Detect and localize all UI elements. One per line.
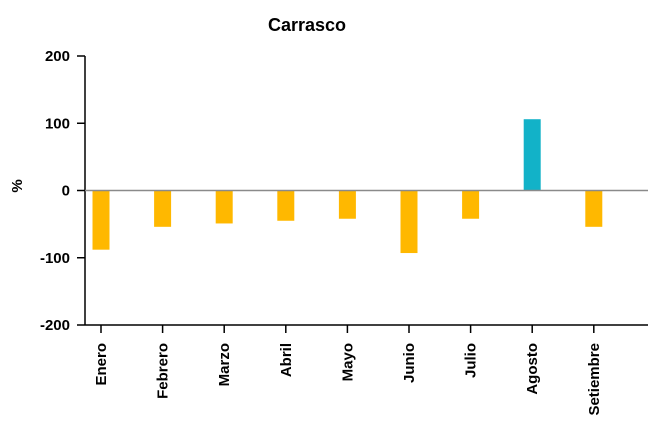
x-tick-label: Abril <box>278 343 295 377</box>
bar <box>92 190 110 250</box>
chart-title: Carrasco <box>268 15 346 35</box>
x-tick-label: Junio <box>401 343 418 383</box>
x-tick-label: Enero <box>93 343 110 386</box>
x-tick-label: Agosto <box>524 343 541 395</box>
bar <box>585 190 603 227</box>
bar <box>338 190 356 219</box>
y-tick-label: -200 <box>40 317 70 334</box>
bar <box>154 190 172 227</box>
y-axis-label: % <box>9 179 26 192</box>
y-tick-label: 100 <box>45 115 70 132</box>
y-tick-label: 200 <box>45 48 70 65</box>
bar <box>523 119 541 191</box>
bar <box>215 190 233 224</box>
x-tick-label: Febrero <box>155 343 172 399</box>
x-tick-label: Mayo <box>339 343 356 381</box>
x-tick-label: Setiembre <box>586 343 603 416</box>
bar <box>400 190 418 254</box>
x-tick-label: Marzo <box>216 343 233 386</box>
bar <box>277 190 295 221</box>
bars <box>92 119 603 254</box>
y-axis: 200 100 0 -100 -200 <box>40 48 86 334</box>
y-tick-label: 0 <box>62 183 70 200</box>
x-axis: Enero Febrero Marzo Abril Mayo Junio Julio Agos… <box>85 324 648 416</box>
x-tick-label: Julio <box>463 343 480 378</box>
bar <box>462 190 480 219</box>
y-tick-label: -100 <box>40 250 70 267</box>
